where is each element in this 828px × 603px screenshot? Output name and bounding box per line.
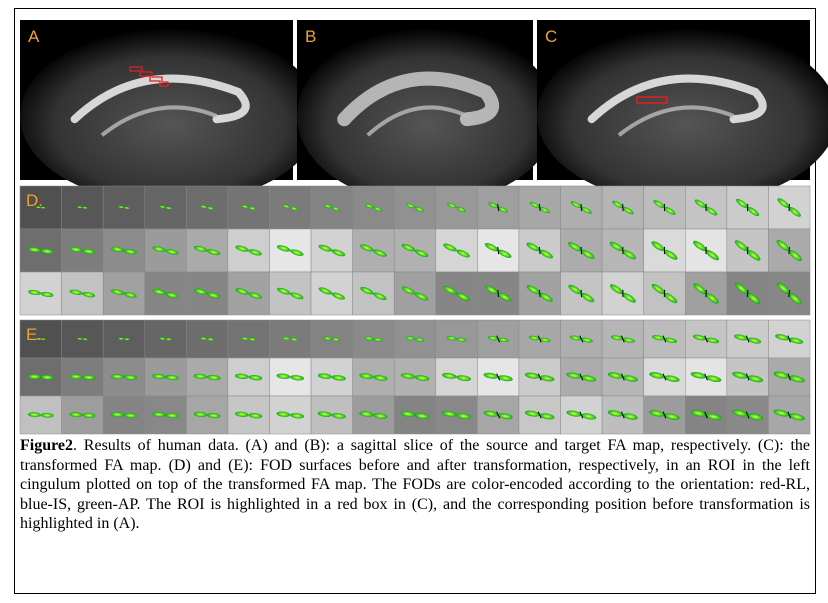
panel-label: A (28, 27, 40, 46)
brain-slice (537, 28, 828, 204)
brain-slice (20, 28, 320, 204)
caption-text: . Results of human data. (A) and (B): a … (20, 437, 810, 532)
page: A B C D. E. Figure2. Results of human data. … (0, 0, 828, 603)
panel-label: B (305, 27, 316, 46)
grid-label: E. (26, 325, 42, 344)
caption: Figure2. Results of human data. (A) and … (20, 436, 810, 534)
panel-label: C (545, 27, 557, 46)
brain-slice (297, 28, 557, 204)
grid-label: D. (26, 191, 43, 210)
figure: A B C D. E. (0, 0, 828, 436)
caption-lead: Figure2 (20, 437, 73, 454)
